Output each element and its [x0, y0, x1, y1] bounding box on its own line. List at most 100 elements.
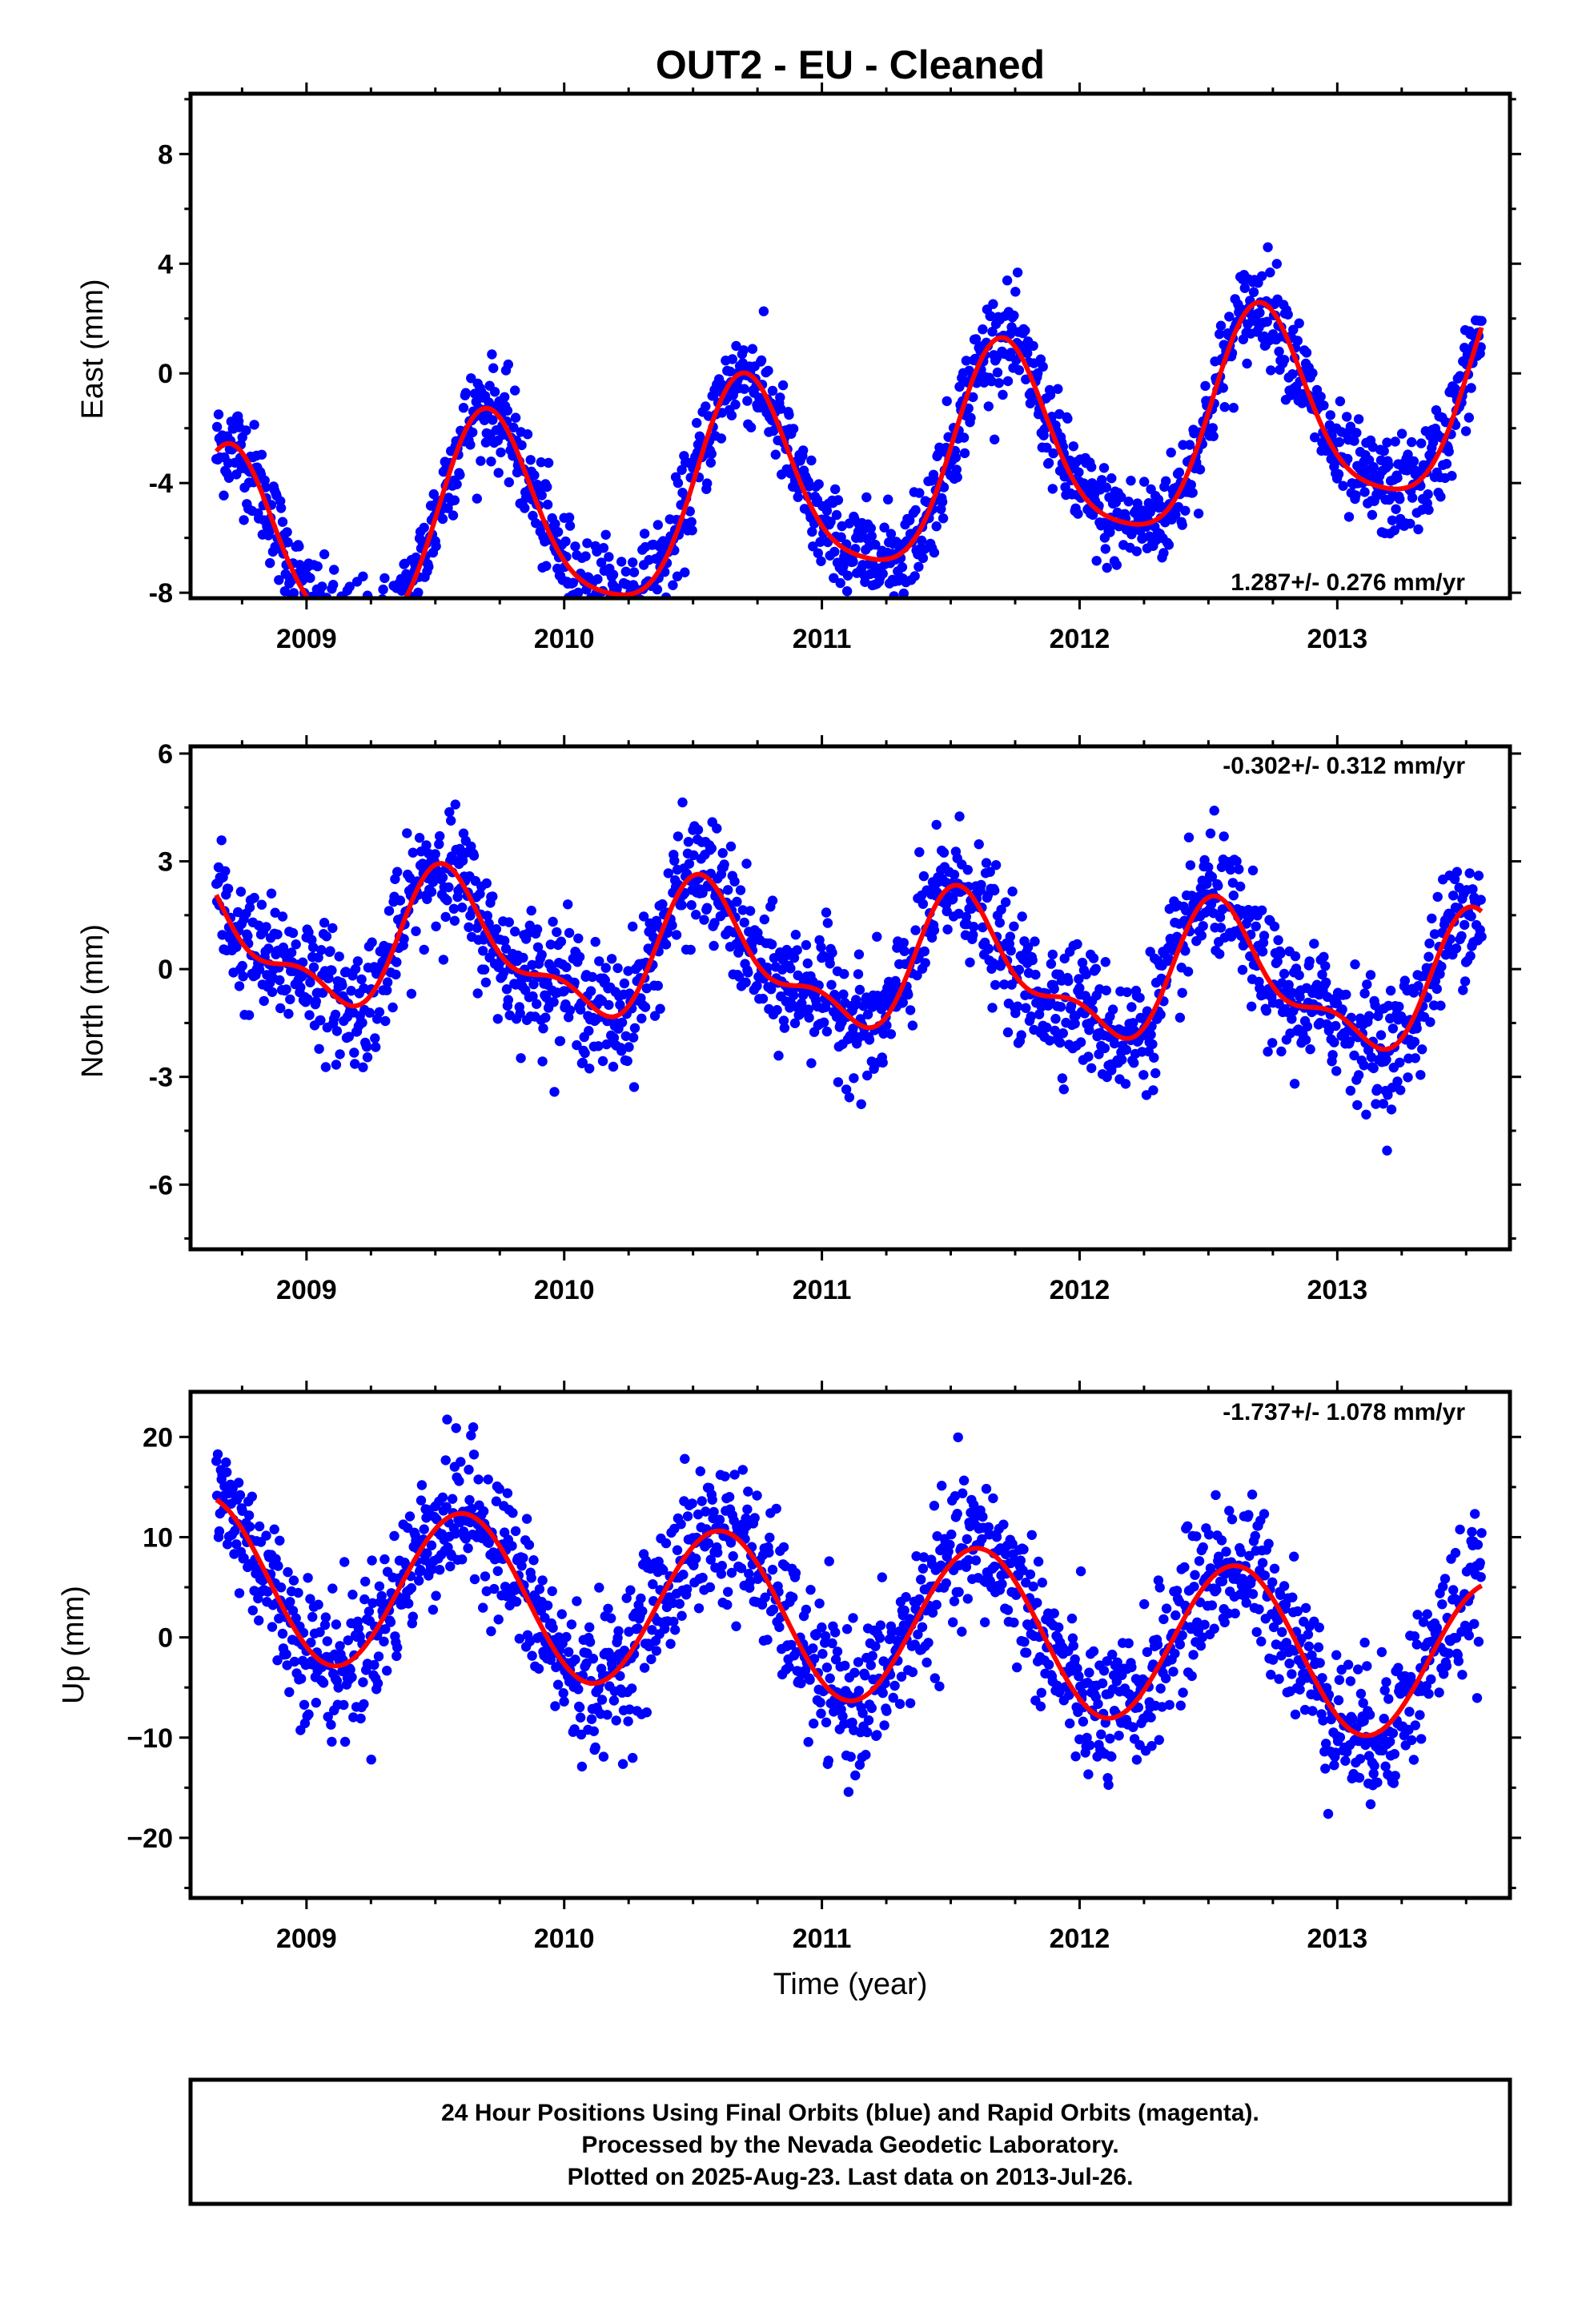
data-point: [1037, 1578, 1048, 1588]
data-point: [600, 529, 611, 540]
data-point: [350, 963, 361, 975]
data-point: [1126, 476, 1136, 486]
data-point: [784, 409, 794, 420]
fit-line-east: [214, 300, 1484, 598]
data-point: [1427, 913, 1437, 924]
data-point: [983, 1522, 994, 1533]
data-point: [838, 561, 849, 572]
data-point: [905, 1698, 916, 1708]
data-point: [1352, 1100, 1363, 1111]
data-point: [669, 1616, 679, 1627]
data-point: [772, 1005, 782, 1015]
data-point: [1287, 1014, 1297, 1024]
data-point: [962, 1534, 973, 1545]
data-point: [1105, 1733, 1115, 1744]
data-point: [493, 1614, 504, 1625]
data-point: [1213, 880, 1223, 891]
data-point: [875, 1620, 886, 1630]
data-point: [486, 456, 496, 467]
data-point: [1183, 832, 1195, 842]
data-point: [1329, 1037, 1339, 1047]
data-point: [1154, 1735, 1165, 1745]
data-point: [639, 1663, 650, 1673]
data-point: [1368, 1063, 1379, 1074]
data-point: [319, 918, 330, 928]
data-point: [786, 1639, 797, 1651]
data-point: [1344, 1036, 1355, 1047]
data-point: [1186, 1671, 1197, 1682]
x-tick-label: 2011: [793, 624, 852, 654]
data-point: [343, 1031, 354, 1042]
data-point: [1139, 1598, 1150, 1610]
data-point: [1455, 371, 1465, 381]
data-point: [1385, 985, 1396, 996]
data-point: [473, 1474, 484, 1485]
data-point: [701, 401, 711, 412]
data-point: [778, 1542, 789, 1553]
data-point: [1121, 1044, 1132, 1055]
data-point: [1170, 509, 1181, 521]
data-point: [1283, 309, 1293, 320]
data-point: [1182, 1521, 1193, 1532]
data-point: [380, 1624, 391, 1634]
data-point: [917, 1563, 929, 1574]
data-point: [942, 396, 952, 407]
data-point: [350, 1059, 360, 1069]
data-point: [1431, 983, 1443, 995]
data-point: [1011, 1590, 1022, 1600]
data-point: [974, 839, 984, 850]
data-point: [843, 1787, 854, 1797]
data-point: [426, 1540, 437, 1550]
data-point: [1163, 540, 1174, 550]
data-point: [1267, 1655, 1279, 1665]
x-tick-label: 2010: [534, 624, 595, 654]
data-point: [343, 1635, 353, 1646]
data-point: [879, 1720, 889, 1731]
data-point: [962, 1594, 974, 1604]
data-point: [510, 1526, 521, 1537]
data-point: [1028, 340, 1038, 352]
data-point: [480, 1571, 491, 1582]
data-point: [969, 922, 979, 932]
data-point: [702, 903, 713, 913]
data-point: [705, 1582, 716, 1593]
data-point: [1111, 560, 1122, 570]
data-point: [726, 410, 737, 420]
y-tick-label: 0: [158, 955, 173, 985]
data-point: [1349, 436, 1359, 446]
data-point: [722, 1599, 733, 1610]
data-point: [422, 1548, 432, 1558]
data-point: [488, 363, 499, 373]
data-point: [730, 400, 741, 410]
data-point: [1366, 1051, 1377, 1063]
data-point: [1225, 864, 1236, 875]
data-point: [1073, 509, 1083, 519]
data-point: [318, 1678, 329, 1688]
data-point: [1448, 891, 1459, 901]
data-point: [686, 900, 697, 911]
data-point: [283, 1008, 294, 1019]
data-point: [745, 906, 756, 916]
data-point: [590, 936, 600, 947]
data-point: [320, 1612, 331, 1622]
data-point: [981, 1483, 992, 1494]
data-point: [286, 947, 297, 958]
data-point: [1337, 1004, 1347, 1015]
data-point: [537, 1056, 548, 1067]
data-point: [1456, 931, 1467, 942]
data-point: [570, 541, 580, 552]
data-point: [1261, 1006, 1272, 1016]
data-point: [402, 828, 412, 838]
y-axis-label-east: East (mm): [76, 279, 110, 419]
data-point: [339, 1699, 349, 1711]
data-point: [716, 1569, 727, 1579]
data-point: [231, 1539, 242, 1550]
data-point: [773, 1051, 784, 1061]
data-point: [836, 532, 846, 542]
data-point: [998, 1519, 1009, 1530]
data-point: [379, 573, 390, 584]
data-point: [842, 570, 853, 581]
data-point: [237, 960, 247, 971]
data-point: [392, 866, 403, 877]
data-point: [584, 1637, 596, 1647]
